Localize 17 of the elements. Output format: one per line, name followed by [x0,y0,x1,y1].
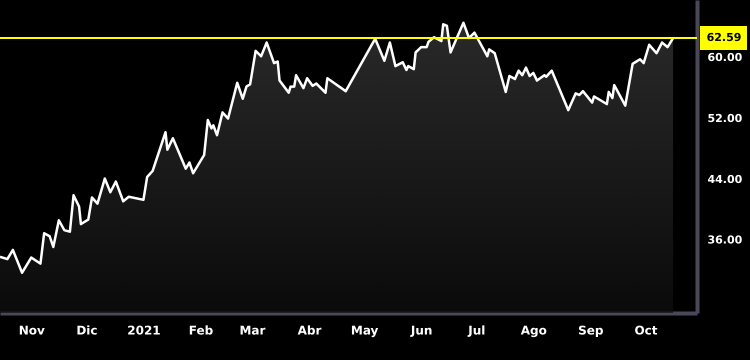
x-tick-label: 2021 [127,324,161,338]
x-tick-label: Nov [18,324,45,338]
x-tick-label: Jun [410,324,432,338]
x-tick-label: Ago [520,324,547,338]
y-tick-label: 44.00 [708,172,743,186]
x-tick-label: Feb [188,324,214,338]
x-tick-label: Mar [239,324,266,338]
ref-line-label: 62.59 [706,31,742,44]
y-tick-label: 52.00 [708,112,743,126]
y-tick-label: 60.00 [708,51,743,64]
x-tick-label: Oct [634,324,658,338]
x-tick-label: Sep [578,324,604,338]
x-tick-label: Abr [298,324,322,338]
x-tick-label: Jul [467,324,486,338]
x-tick-label: Dic [76,324,98,338]
x-tick-label: May [350,324,379,338]
y-tick-label: 36.00 [708,234,743,247]
